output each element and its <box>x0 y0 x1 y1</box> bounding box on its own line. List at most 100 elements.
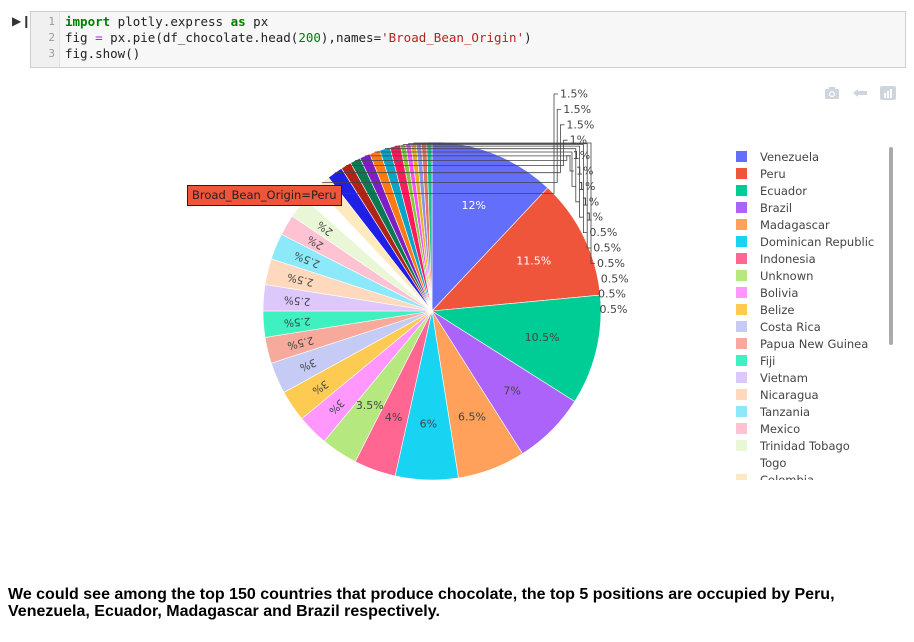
legend-label: Costa Rica <box>760 319 821 334</box>
chart-legend: Venezuela Peru Ecuador Brazil Madagascar Domi… <box>736 148 886 480</box>
outside-slice-label: 1% <box>570 134 587 147</box>
legend-swatch <box>736 168 747 179</box>
label-connector-line <box>413 142 595 264</box>
legend-item-unknown[interactable]: Unknown <box>736 267 813 284</box>
legend-swatch <box>736 338 747 349</box>
legend-item-papua-new-guinea[interactable]: Papua New Guinea <box>736 335 868 352</box>
legend-item-ecuador[interactable]: Ecuador <box>736 182 807 199</box>
legend-item-mexico[interactable]: Mexico <box>736 420 800 437</box>
outside-slice-label: 1% <box>576 165 593 178</box>
outside-slice-label: 0.5% <box>597 257 625 270</box>
code-token: fig.show() <box>65 46 141 61</box>
legend-item-madagascar[interactable]: Madagascar <box>736 216 830 233</box>
legend-item-nicaragua[interactable]: Nicaragua <box>736 386 819 403</box>
legend-label: Mexico <box>760 421 801 436</box>
operator: = <box>95 30 103 45</box>
legend-item-trinidad-tobago[interactable]: Trinidad Tobago <box>736 437 850 454</box>
alias: px <box>245 14 269 29</box>
legend-item-tanzania[interactable]: Tanzania <box>736 403 810 420</box>
keyword: import <box>65 14 111 29</box>
legend-label: Belize <box>760 302 795 317</box>
legend-item-dominican-republic[interactable]: Dominican Republic <box>736 233 874 250</box>
slice-label-unknown: 3.5% <box>356 399 384 412</box>
legend-label: Unknown <box>760 268 814 283</box>
legend-item-bolivia[interactable]: Bolivia <box>736 284 798 301</box>
legend-item-peru[interactable]: Peru <box>736 165 786 182</box>
legend-swatch <box>736 372 747 383</box>
slice-label-madagascar: 6.5% <box>458 410 486 423</box>
outside-slice-label: 1% <box>586 211 603 224</box>
legend-label: Papua New Guinea <box>760 336 869 351</box>
legend-swatch <box>736 253 747 264</box>
legend-item-venezuela[interactable]: Venezuela <box>736 148 819 165</box>
legend-label: Dominican Republic <box>760 234 875 249</box>
legend-item-colombia[interactable]: Colombia <box>736 471 814 480</box>
legend-item-brazil[interactable]: Brazil <box>736 199 792 216</box>
plotly-logo-icon[interactable] <box>880 86 896 100</box>
conclusion-text: We could see among the top 150 countries… <box>8 586 898 620</box>
label-connector-line <box>384 148 580 203</box>
legend-item-costa-rica[interactable]: Costa Rica <box>736 318 821 335</box>
legend-swatch <box>736 287 747 298</box>
outside-slice-label: 0.5% <box>600 303 628 316</box>
legend-swatch <box>736 457 747 468</box>
legend-label: Trinidad Tobago <box>760 438 850 453</box>
legend-label: Ecuador <box>760 183 807 198</box>
outside-slice-label: 1.5% <box>566 118 594 131</box>
tooltip-text: Broad_Bean_Origin=Peru <box>187 185 342 206</box>
pie-slice-ecuador[interactable] <box>431 294 602 402</box>
outside-slice-label: 1% <box>582 195 599 208</box>
slice-label-brazil: 7% <box>503 385 520 398</box>
autoscale-icon[interactable] <box>852 86 868 100</box>
code-cell[interactable]: 1 2 3 import plotly.express as px fig = … <box>30 11 906 68</box>
slice-label-peru: 11.5% <box>516 255 551 268</box>
label-connector-line <box>395 145 584 218</box>
outside-slice-label: 0.5% <box>589 226 617 239</box>
module-name: plotly.express <box>110 14 231 29</box>
legend-label: Bolivia <box>760 285 799 300</box>
legend-scrollbar[interactable] <box>889 147 893 345</box>
pie-slice-peru[interactable] <box>431 187 601 312</box>
legend-label: Colombia <box>760 472 815 481</box>
legend-swatch <box>736 321 747 332</box>
legend-swatch <box>736 355 747 366</box>
legend-swatch <box>736 406 747 417</box>
legend-item-indonesia[interactable]: Indonesia <box>736 250 816 267</box>
legend-swatch <box>736 202 747 213</box>
conclusion-line-2: Venezuela, Ecuador, Madagascar and Brazi… <box>8 603 440 620</box>
line-number: 3 <box>48 47 55 60</box>
pie-chart[interactable]: 12%11.5%10.5%7%6.5%6%4%3.5%3%3%3%2.5%2.5… <box>0 80 914 500</box>
legend-swatch <box>736 304 747 315</box>
outside-slice-label: 1% <box>573 149 590 162</box>
number-literal: 200 <box>298 30 321 45</box>
slice-label-dominican-republic: 6% <box>420 418 437 431</box>
legend-label: Nicaragua <box>760 387 819 402</box>
legend-swatch <box>736 236 747 247</box>
legend-label: Vietnam <box>760 370 808 385</box>
line-number: 2 <box>48 31 55 44</box>
legend-swatch <box>736 151 747 162</box>
pie-slice-other-32[interactable] <box>426 141 433 312</box>
label-connector-line <box>402 144 588 234</box>
legend-item-belize[interactable]: Belize <box>736 301 794 318</box>
code-line-3: fig.show() <box>65 46 140 61</box>
line-number-gutter: 1 2 3 <box>31 12 60 67</box>
pie-slice-venezuela[interactable] <box>431 141 549 312</box>
legend-item-togo[interactable]: Togo <box>736 454 786 471</box>
legend-item-fiji[interactable]: Fiji <box>736 352 775 369</box>
legend-swatch <box>736 440 747 451</box>
run-cell-icon[interactable]: ▶❙ <box>12 14 32 28</box>
string-literal: 'Broad_Bean_Origin' <box>381 30 525 45</box>
legend-swatch <box>736 270 747 281</box>
legend-label: Venezuela <box>760 149 820 164</box>
legend-label: Fiji <box>760 353 776 368</box>
legend-swatch <box>736 185 747 196</box>
label-connector-line <box>374 151 576 187</box>
slice-label-venezuela: 12% <box>461 199 485 212</box>
code-token: ),names= <box>320 30 382 45</box>
legend-label: Peru <box>760 166 786 181</box>
code-token: fig <box>65 30 96 45</box>
outside-slice-label: 1% <box>578 180 595 193</box>
camera-icon[interactable] <box>824 86 840 100</box>
legend-item-vietnam[interactable]: Vietnam <box>736 369 808 386</box>
